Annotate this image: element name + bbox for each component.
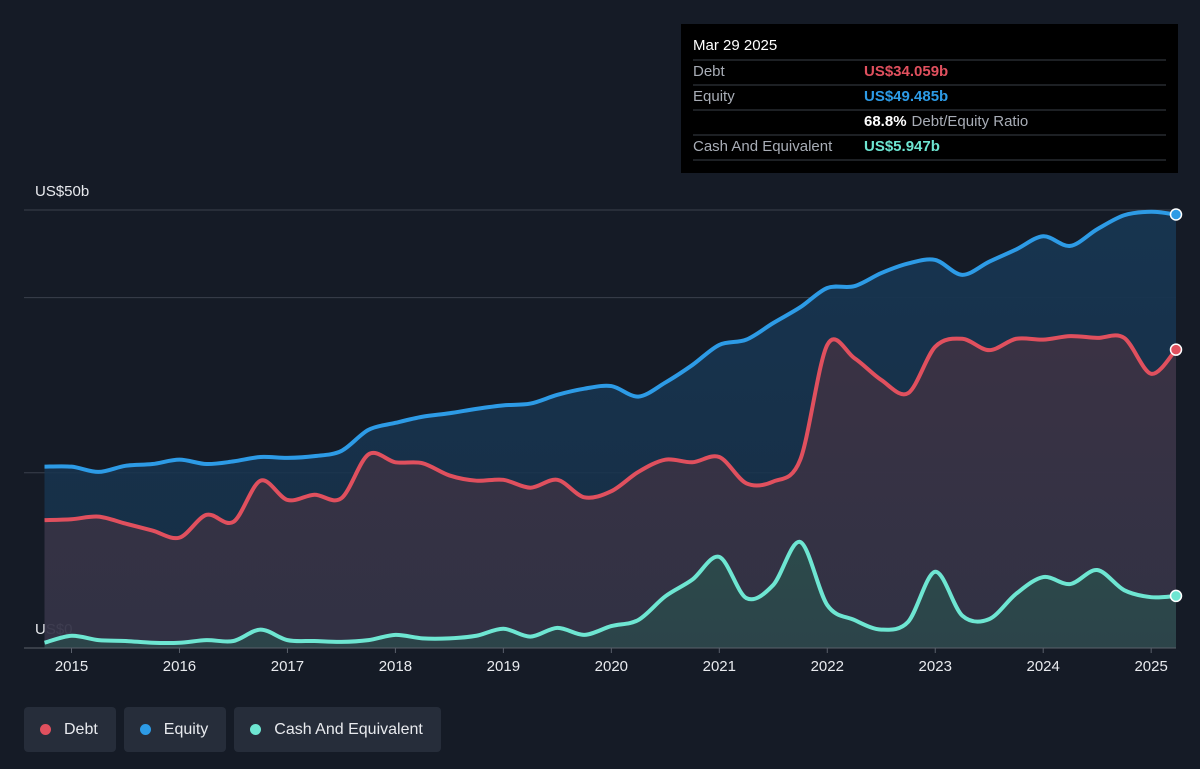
legend-swatch: [139, 724, 151, 735]
x-tick-label: 2024: [1027, 658, 1060, 675]
tooltip-label: Equity: [693, 88, 735, 105]
end-point: [1169, 589, 1183, 603]
legend-item[interactable]: Debt: [24, 707, 116, 752]
x-tick-label: 2016: [163, 658, 196, 675]
line: [44, 333, 1178, 541]
y-tick-label: US$50b: [35, 183, 89, 200]
legend: Debt Equity Cash And Equivalent: [24, 707, 441, 752]
x-tick-label: 2018: [379, 658, 412, 675]
legend-swatch: [40, 724, 51, 735]
tooltip-value-text: US$5.947b: [864, 138, 940, 155]
tooltip-value: US$5.947b: [864, 138, 940, 155]
tooltip-date: Mar 29 2025: [693, 37, 777, 54]
legend-label: Debt: [64, 720, 98, 738]
tooltip-value: US$34.059b: [864, 63, 948, 80]
legend-label: Cash And Equivalent: [274, 720, 423, 738]
end-point: [1169, 343, 1183, 356]
x-tick-label: 2017: [271, 658, 304, 675]
legend-item[interactable]: Cash And Equivalent: [234, 707, 441, 752]
tooltip-label: Cash And Equivalent: [693, 138, 833, 155]
x-tick-label: 2022: [811, 658, 844, 675]
legend-item[interactable]: Equity: [123, 707, 227, 752]
x-tick-label: 2021: [703, 658, 736, 675]
x-tick-label: 2015: [55, 658, 88, 675]
legend-label: Equity: [163, 720, 209, 738]
tooltip-box: [681, 24, 1178, 173]
x-tick-label: 2023: [919, 658, 952, 675]
end-point: [1169, 208, 1183, 221]
x-tick-label: 2020: [595, 658, 628, 675]
tooltip-value-text: US$34.059b: [864, 63, 948, 80]
tooltip-label: Debt: [693, 63, 726, 80]
tooltip-value: 68.8% Debt/Equity Ratio: [864, 113, 1028, 130]
x-tick-label: 2019: [487, 658, 520, 675]
tooltip-note: Debt/Equity Ratio: [912, 113, 1029, 130]
line: [44, 209, 1177, 474]
line: [43, 540, 1177, 646]
tooltip-value-text: 68.8%: [864, 113, 907, 130]
tooltip-value-text: US$49.485b: [864, 88, 948, 105]
tooltip-value: US$49.485b: [864, 88, 948, 105]
legend-swatch: [250, 724, 262, 735]
x-tick-label: 2025: [1134, 658, 1167, 675]
